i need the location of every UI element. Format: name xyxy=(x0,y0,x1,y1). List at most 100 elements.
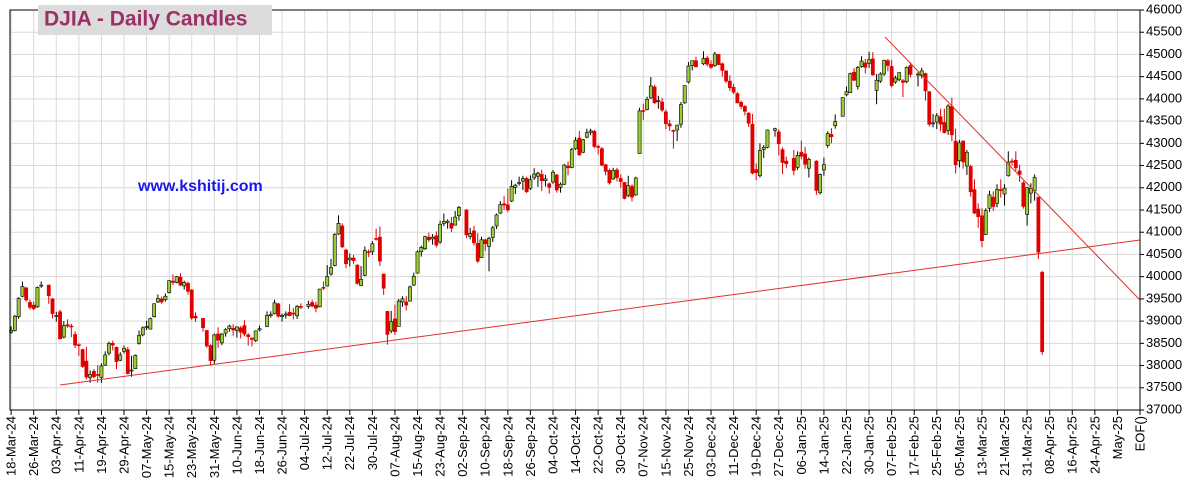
candle-body xyxy=(885,60,890,66)
candle-body xyxy=(690,60,695,66)
candle-body xyxy=(1017,170,1022,175)
candle-body xyxy=(761,147,766,150)
candle-body xyxy=(415,251,420,274)
candle-body xyxy=(946,105,950,131)
candle-body xyxy=(35,287,40,308)
candle-body xyxy=(705,57,710,65)
candle-body xyxy=(731,87,736,93)
candle-body xyxy=(998,189,1003,191)
candle-body xyxy=(840,97,845,117)
candle-body xyxy=(498,204,503,214)
candle-body xyxy=(396,300,401,327)
candle-body xyxy=(803,153,808,165)
y-tick-label: 43000 xyxy=(1146,135,1182,150)
candle-body xyxy=(475,243,480,262)
candle-body xyxy=(1013,159,1018,169)
candle-body xyxy=(479,239,484,258)
candle-body xyxy=(901,80,905,83)
x-tick-label: 23-Aug-24 xyxy=(433,416,448,477)
x-tick-label: 27-Dec-24 xyxy=(771,416,786,477)
x-tick-label: 26-Sep-24 xyxy=(523,416,538,477)
candle-body xyxy=(54,315,59,317)
candle-body xyxy=(942,122,947,133)
y-tick-label: 39500 xyxy=(1146,290,1182,305)
candle-body xyxy=(806,159,811,169)
candle-body xyxy=(408,286,412,302)
candle-body xyxy=(754,169,759,173)
candle-body xyxy=(502,203,506,206)
candle-body xyxy=(445,220,450,223)
candle-body xyxy=(129,369,134,372)
candle-body xyxy=(216,333,220,341)
candle-body xyxy=(118,354,123,361)
candle-body xyxy=(148,318,153,330)
y-tick-label: 37500 xyxy=(1146,379,1182,394)
candle-body xyxy=(539,174,544,181)
candle-body xyxy=(908,65,913,75)
candle-body xyxy=(457,207,461,217)
candle-body xyxy=(972,189,977,214)
x-tick-label: 30-Oct-24 xyxy=(613,416,628,474)
y-tick-label: 45500 xyxy=(1146,24,1182,39)
candle-body xyxy=(58,311,62,340)
candle-body xyxy=(600,148,604,166)
candle-body xyxy=(453,216,458,226)
candle-body xyxy=(246,334,251,337)
candle-body xyxy=(212,334,217,361)
candle-body xyxy=(426,236,431,241)
candle-body xyxy=(746,112,751,124)
candle-body xyxy=(995,189,999,204)
x-tick-label: 30-Jul-24 xyxy=(365,416,380,470)
candle-body xyxy=(272,302,277,314)
candle-body xyxy=(114,347,119,362)
candle-body xyxy=(193,315,198,319)
candle-body xyxy=(889,66,894,86)
candle-body xyxy=(607,170,612,184)
support-trendline xyxy=(59,239,1141,386)
x-tick-label: May-25 xyxy=(1110,416,1125,459)
candle-body xyxy=(404,301,409,306)
candle-body xyxy=(208,345,213,361)
candle-body xyxy=(663,111,668,125)
candle-body xyxy=(268,314,273,317)
candle-body xyxy=(822,164,826,171)
candle-body xyxy=(189,289,194,319)
candle-body xyxy=(167,280,172,293)
candle-body xyxy=(505,204,510,211)
candle-body xyxy=(65,324,70,327)
candle-body xyxy=(1010,160,1014,163)
x-tick-label: 07-Aug-24 xyxy=(387,416,402,477)
candle-body xyxy=(528,179,533,189)
candle-body xyxy=(569,149,574,168)
x-tick-label: 11-Apr-24 xyxy=(71,416,86,473)
candle-body xyxy=(159,298,164,303)
candle-body xyxy=(332,234,337,266)
candle-body xyxy=(80,349,85,367)
candle-body xyxy=(321,287,326,289)
x-tick-label: 03-Apr-24 xyxy=(49,416,64,474)
candle-body xyxy=(393,318,397,333)
candle-body xyxy=(916,73,920,76)
candle-body xyxy=(633,177,638,196)
x-tick-label: 22-Oct-24 xyxy=(591,416,606,474)
candle-body xyxy=(276,303,281,317)
candle-body xyxy=(844,91,849,96)
candle-body xyxy=(938,116,943,125)
candle-body xyxy=(637,110,642,154)
y-tick-label: 42500 xyxy=(1146,157,1182,172)
candle-body xyxy=(716,54,721,65)
candle-body xyxy=(968,166,973,193)
candle-body xyxy=(219,333,224,344)
x-tick-label: EOF() xyxy=(1132,416,1147,451)
candle-body xyxy=(280,315,284,317)
candle-body xyxy=(893,77,898,83)
axes: 37000 37500 38000 38500 39000 39500 40000 40500… xyxy=(4,1,1183,478)
candle-body xyxy=(878,73,883,82)
candle-body xyxy=(509,186,514,202)
candle-body xyxy=(494,214,499,227)
candle-body xyxy=(204,330,209,347)
candle-body xyxy=(923,73,928,92)
candle-body xyxy=(295,306,300,317)
candle-body xyxy=(603,164,608,172)
